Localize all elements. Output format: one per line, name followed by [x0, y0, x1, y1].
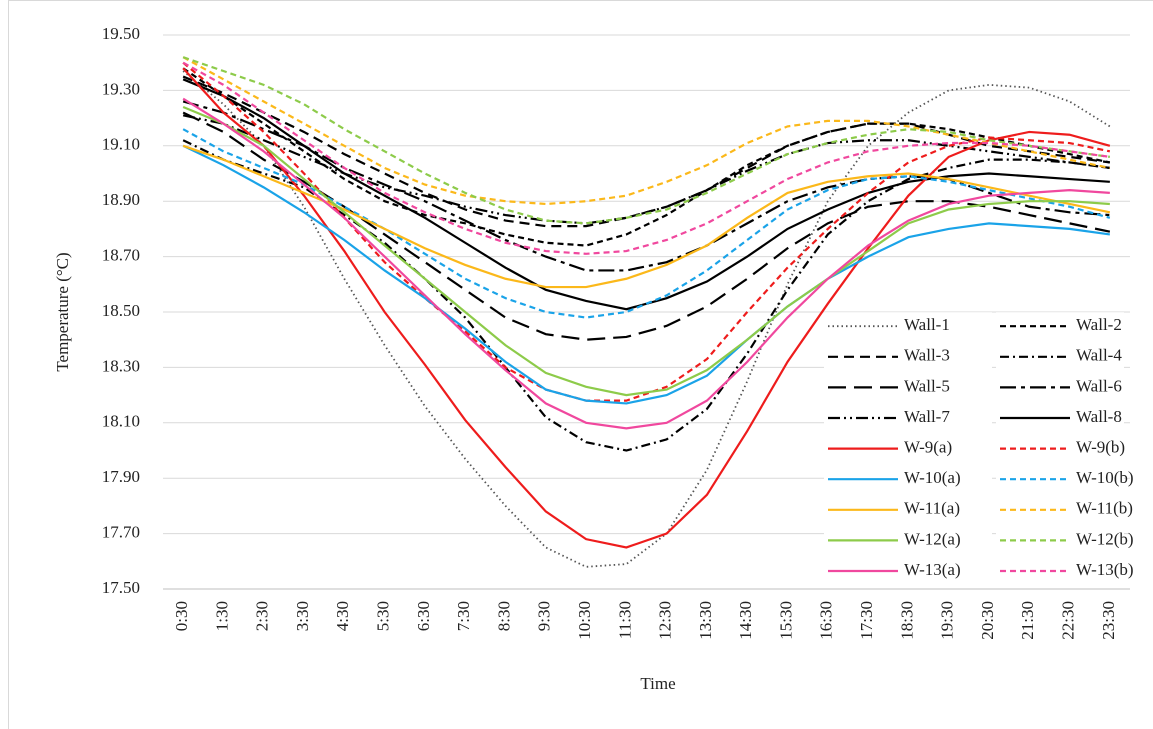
x-tick-label: 7:30: [454, 601, 473, 631]
series-line: [182, 144, 1111, 289]
x-tick-label: 0:30: [172, 601, 191, 631]
y-tick-label: 18.50: [102, 301, 140, 320]
series-line: [182, 114, 1110, 225]
series-line: [182, 56, 1111, 206]
x-tick-label: 9:30: [535, 601, 554, 631]
legend-label: Wall-1: [904, 315, 950, 334]
legend-label: Wall-7: [904, 407, 950, 426]
legend-label: W-12(b): [1076, 529, 1134, 548]
y-tick-label: 17.50: [102, 578, 140, 597]
y-tick-label: 18.90: [102, 190, 140, 209]
x-tick-label: 21:30: [1018, 601, 1037, 640]
x-tick-label: 1:30: [212, 601, 231, 631]
x-tick-label: 13:30: [696, 601, 715, 640]
x-tick-label: 10:30: [575, 601, 594, 640]
x-tick-label: 5:30: [374, 601, 393, 631]
series-line: [182, 97, 1110, 430]
legend-label: Wall-2: [1076, 315, 1122, 334]
y-tick-label: 18.70: [102, 246, 140, 265]
x-tick-label: 15:30: [776, 601, 795, 640]
y-axis-title: Temperature (°C): [53, 252, 72, 371]
y-tick-label: 17.70: [102, 523, 140, 542]
x-tick-label: 6:30: [414, 601, 433, 631]
x-axis-title: Time: [640, 674, 675, 693]
x-tick-label: 18:30: [897, 601, 916, 640]
legend-bg: [824, 373, 992, 402]
y-tick-label: 17.90: [102, 467, 140, 486]
legend-label: Wall-8: [1076, 407, 1122, 426]
y-tick-label: 18.10: [102, 412, 140, 431]
legend-label: Wall-3: [904, 346, 950, 365]
legend-label: Wall-6: [1076, 376, 1122, 395]
x-tick-label: 22:30: [1058, 601, 1077, 640]
x-tick-label: 12:30: [656, 601, 675, 640]
x-tick-label: 4:30: [333, 601, 352, 631]
series-line: [182, 61, 1111, 402]
series-line: [182, 128, 1111, 319]
legend-label: W-11(a): [904, 499, 960, 518]
legend-label: W-13(a): [904, 560, 961, 579]
y-tick-label: 18.30: [102, 356, 140, 375]
x-tick-label: 17:30: [857, 601, 876, 640]
legend-label: W-9(b): [1076, 438, 1125, 457]
legend-label: W-10(b): [1076, 468, 1134, 487]
x-tick-label: 2:30: [253, 601, 272, 631]
x-tick-label: 20:30: [978, 601, 997, 640]
y-tick-label: 19.50: [102, 24, 140, 43]
x-tick-label: 3:30: [293, 601, 312, 631]
x-tick-label: 16:30: [817, 601, 836, 640]
series-line: [182, 67, 1111, 549]
x-tick-label: 19:30: [938, 601, 957, 640]
y-tick-label: 19.10: [102, 135, 140, 154]
legend-label: W-11(b): [1076, 499, 1133, 518]
series-line: [182, 139, 1110, 452]
series-line: [182, 56, 1110, 225]
chart-border: [8, 0, 1153, 729]
series-line: [182, 67, 1111, 247]
series-line: [182, 61, 1110, 255]
x-tick-label: 14:30: [736, 601, 755, 640]
x-tick-label: 11:30: [615, 601, 634, 639]
legend-label: W-9(a): [904, 438, 952, 457]
x-tick-label: 23:30: [1099, 601, 1118, 640]
y-tick-label: 19.30: [102, 79, 140, 98]
series-line: [182, 144, 1110, 405]
series-line: [182, 106, 1110, 397]
legend-label: W-10(a): [904, 468, 961, 487]
legend-label: Wall-5: [904, 376, 950, 395]
x-tick-label: 8:30: [494, 601, 513, 631]
legend-label: W-12(a): [904, 529, 961, 548]
legend-label: Wall-4: [1076, 346, 1122, 365]
legend-label: W-13(b): [1076, 560, 1134, 579]
